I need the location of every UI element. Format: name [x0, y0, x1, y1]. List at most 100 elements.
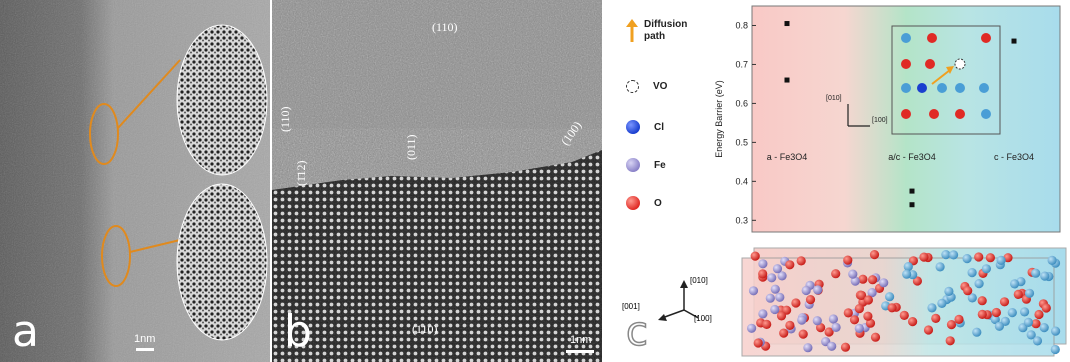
slab-atom-cl — [1023, 317, 1033, 327]
triad-label-010: [010] — [690, 276, 708, 285]
panel-c: Diffusion path VO Cl Fe O 0.3 0.4 0.5 0.6 0.… — [604, 0, 1070, 362]
slab-atom-cl — [949, 250, 959, 260]
slab-atom-cl — [935, 262, 945, 272]
inset-atom — [901, 33, 911, 43]
slab-atom-o — [762, 319, 772, 329]
inset-atom — [925, 59, 935, 69]
slab-atom-o — [863, 295, 873, 305]
y-tick-label: 0.8 — [735, 20, 748, 30]
triad-label-001: [001] — [622, 302, 640, 311]
inset-axis-label-010: [010] — [826, 95, 842, 102]
slab-atom-fe — [797, 315, 807, 325]
slab-atom-fe — [770, 284, 780, 294]
slab-atom-fe — [827, 341, 837, 351]
slab-atom-cl — [990, 314, 1000, 325]
slab-atom-fe — [848, 269, 858, 279]
slab-atom-fe — [772, 264, 783, 274]
tem-texture-b — [272, 0, 602, 362]
slab-atom-cl — [1020, 307, 1030, 317]
slab-atom-o — [776, 311, 787, 321]
panel-letter-b: b — [284, 306, 312, 357]
slab-atom-o — [931, 313, 941, 323]
vacancy-site — [954, 58, 966, 70]
miller-label-1: (110) — [278, 106, 292, 132]
miller-label-2: (1̄12) — [294, 160, 308, 186]
slab-atom-o — [974, 252, 984, 262]
slab-atom-o — [843, 255, 853, 265]
legend-cl: Cl — [626, 120, 664, 134]
slab-atom-fe — [775, 292, 785, 302]
slab-atom-fe — [748, 286, 759, 296]
slab-atom-o — [870, 332, 881, 342]
scale-bar-a — [136, 348, 154, 351]
slab-atom-cl — [937, 298, 947, 308]
slab-atom-o — [945, 336, 955, 346]
slab-atom-o — [1031, 319, 1041, 329]
slab-atom-cl — [981, 264, 991, 274]
slab-atom-cl — [885, 292, 895, 302]
slab-atom-o — [857, 290, 867, 300]
slab-atom-o — [1041, 303, 1051, 313]
y-tick-label: 0.7 — [735, 59, 748, 69]
slab-atom-o — [946, 320, 957, 330]
y-tick-label: 0.4 — [735, 176, 748, 186]
slab-atom-cl — [1032, 336, 1043, 346]
slab-atom-cl — [941, 250, 951, 260]
slab-atom-o — [779, 328, 789, 338]
slab-atom-o — [977, 296, 987, 306]
legend-label-cl: Cl — [654, 121, 664, 133]
miller-label-3: (110) — [432, 20, 458, 34]
inset-atom — [901, 109, 911, 119]
region-label: c - Fe3O4 — [994, 152, 1034, 162]
region-marker-upper — [89, 103, 119, 165]
slab-atom-cl — [1031, 268, 1041, 278]
legend-fe: Fe — [626, 158, 666, 172]
slab-atom-cl — [1007, 308, 1017, 318]
slab-atom-o — [796, 256, 806, 266]
slab-atom-cl — [1047, 255, 1057, 265]
inset-atom — [955, 109, 965, 119]
connector-lower — [129, 239, 181, 253]
scale-bar-b — [566, 350, 594, 353]
slab-atom-o — [824, 327, 834, 337]
slab-atom-fe — [801, 285, 811, 296]
data-point — [1011, 38, 1017, 44]
slab-atom-cl — [1026, 330, 1036, 340]
legend-diffusion-path: Diffusion path — [624, 18, 688, 44]
slab-atom-cl — [944, 286, 954, 296]
slab-atom-fe — [879, 278, 889, 288]
slab-atom-o — [753, 338, 763, 348]
region-label: a/c - Fe3O4 — [888, 152, 936, 162]
slab-atom-o — [1013, 289, 1023, 299]
y-tick-label: 0.6 — [735, 98, 748, 108]
slab-atom-o — [798, 329, 808, 339]
slab-atom-cl — [1050, 344, 1060, 355]
diffusion-arrowhead — [946, 66, 954, 74]
slab-atom-cl — [1010, 279, 1020, 289]
y-axis-label: Energy Barrier (eV) — [714, 80, 724, 158]
y-tick-label: 0.3 — [735, 215, 748, 225]
inset-atom — [917, 83, 927, 93]
slab-atom-o — [923, 325, 934, 335]
panel-letter-c: c — [625, 309, 649, 355]
o-ball-icon — [626, 196, 640, 210]
slab-atom-o — [785, 320, 795, 330]
slab-atom-o — [999, 297, 1010, 307]
slab-atom-fe — [828, 314, 838, 324]
legend-label-o: O — [654, 197, 662, 209]
slab-atom-o — [831, 269, 841, 279]
inset-frame — [891, 25, 1001, 135]
slab-atom-o — [843, 308, 853, 318]
tem-texture-a — [0, 0, 270, 362]
slab-atom-o — [868, 275, 878, 285]
slab-atom-o — [985, 253, 995, 263]
crystal-axes-triad — [658, 280, 698, 321]
slab-atom-fe — [777, 271, 787, 281]
slab-atom-cl — [1039, 323, 1049, 333]
slab-atom-o — [758, 269, 768, 279]
inset-atom — [981, 109, 991, 119]
inset-atom — [901, 83, 911, 93]
energy-barrier-chart: 0.3 0.4 0.5 0.6 0.7 0.8 Energy Barrier (eV) a -… — [714, 5, 1061, 233]
cl-ball-icon — [626, 120, 640, 134]
vacancy-open-circle-icon — [626, 80, 639, 93]
